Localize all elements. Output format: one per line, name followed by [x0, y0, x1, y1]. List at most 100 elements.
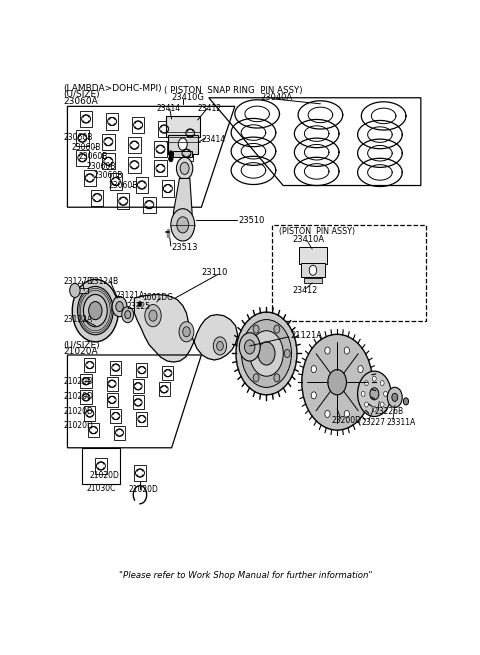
- Bar: [136, 363, 147, 377]
- Circle shape: [183, 327, 190, 337]
- Circle shape: [240, 333, 260, 361]
- Circle shape: [243, 349, 249, 358]
- Circle shape: [325, 411, 330, 417]
- Text: 23410G: 23410G: [172, 93, 204, 102]
- Text: ( PISTON  SNAP RING  PIN ASSY): ( PISTON SNAP RING PIN ASSY): [164, 86, 303, 95]
- Circle shape: [84, 295, 107, 327]
- Text: "Please refer to Work Shop Manual for further information": "Please refer to Work Shop Manual for fu…: [119, 571, 373, 580]
- Bar: [106, 113, 119, 130]
- Circle shape: [302, 334, 372, 430]
- Circle shape: [380, 402, 384, 407]
- Text: 21020D: 21020D: [90, 471, 120, 480]
- Text: 23227: 23227: [361, 418, 385, 427]
- Text: 23040A: 23040A: [261, 93, 293, 102]
- Circle shape: [77, 286, 113, 335]
- Bar: [135, 177, 148, 193]
- Text: 23060B: 23060B: [94, 172, 123, 180]
- Bar: [107, 393, 118, 407]
- Bar: [162, 366, 173, 380]
- Polygon shape: [173, 178, 192, 227]
- Bar: [180, 145, 193, 161]
- Text: 21020D: 21020D: [129, 485, 159, 494]
- Circle shape: [122, 307, 133, 323]
- Bar: [107, 377, 118, 391]
- Bar: [162, 181, 174, 196]
- Circle shape: [171, 209, 195, 241]
- Circle shape: [372, 376, 376, 381]
- Text: 21020D: 21020D: [64, 377, 94, 386]
- Circle shape: [89, 301, 102, 320]
- Circle shape: [370, 388, 379, 400]
- Bar: [102, 153, 115, 170]
- Circle shape: [365, 381, 368, 386]
- Circle shape: [236, 312, 297, 395]
- Text: 23060B: 23060B: [64, 133, 93, 142]
- Circle shape: [179, 322, 194, 342]
- Circle shape: [311, 365, 316, 373]
- Text: 23412: 23412: [292, 286, 318, 295]
- Bar: [272, 225, 426, 321]
- Text: 21020D: 21020D: [64, 421, 94, 430]
- Circle shape: [168, 151, 173, 157]
- Text: 23226B: 23226B: [374, 407, 404, 416]
- Text: 23124B: 23124B: [90, 277, 119, 286]
- Text: 23127B: 23127B: [64, 277, 93, 286]
- Text: 23414: 23414: [202, 135, 226, 143]
- Bar: [91, 189, 104, 206]
- Bar: [136, 412, 147, 426]
- Bar: [76, 150, 89, 166]
- Circle shape: [125, 310, 131, 319]
- Bar: [166, 117, 200, 137]
- Bar: [114, 426, 125, 440]
- Circle shape: [241, 320, 291, 387]
- Text: 23122A: 23122A: [64, 315, 93, 324]
- Circle shape: [258, 342, 275, 365]
- Polygon shape: [134, 295, 238, 362]
- Text: 23060B: 23060B: [71, 143, 100, 152]
- Text: 23060B: 23060B: [108, 181, 138, 190]
- Text: 23513: 23513: [172, 243, 198, 252]
- Circle shape: [358, 365, 363, 373]
- Bar: [84, 170, 96, 186]
- Circle shape: [274, 374, 280, 382]
- Text: 23311A: 23311A: [386, 418, 416, 427]
- Bar: [132, 379, 144, 393]
- Circle shape: [180, 162, 189, 174]
- Circle shape: [372, 406, 376, 411]
- Text: 23200D: 23200D: [332, 416, 361, 425]
- Circle shape: [178, 138, 187, 150]
- Text: 21020D: 21020D: [64, 407, 94, 416]
- Bar: [158, 121, 170, 137]
- Circle shape: [72, 279, 119, 342]
- Text: 1601DG: 1601DG: [142, 293, 173, 302]
- Text: 23414: 23414: [156, 104, 181, 113]
- Circle shape: [168, 156, 173, 162]
- Bar: [81, 374, 92, 388]
- Text: (PISTON  PIN ASSY): (PISTON PIN ASSY): [279, 227, 356, 236]
- Circle shape: [213, 337, 227, 355]
- Bar: [134, 465, 146, 481]
- Circle shape: [344, 411, 349, 417]
- Text: (LAMBDA>DOHC-MPI): (LAMBDA>DOHC-MPI): [64, 84, 162, 93]
- Bar: [95, 458, 107, 474]
- Text: 23121A: 23121A: [116, 291, 145, 300]
- Bar: [132, 117, 144, 133]
- Bar: [110, 409, 121, 423]
- Text: 21020D: 21020D: [64, 392, 94, 401]
- Circle shape: [253, 374, 259, 382]
- Bar: [143, 196, 156, 213]
- Circle shape: [253, 325, 259, 333]
- Bar: [76, 130, 89, 146]
- Bar: [299, 246, 327, 264]
- Bar: [81, 390, 92, 404]
- Circle shape: [116, 301, 123, 312]
- Circle shape: [358, 392, 363, 399]
- Bar: [88, 423, 99, 437]
- Circle shape: [284, 349, 290, 358]
- Text: 21030C: 21030C: [87, 483, 116, 493]
- Circle shape: [403, 398, 408, 405]
- Circle shape: [358, 371, 391, 417]
- Bar: [128, 137, 141, 153]
- Bar: [304, 278, 322, 283]
- Text: 23412: 23412: [198, 104, 222, 113]
